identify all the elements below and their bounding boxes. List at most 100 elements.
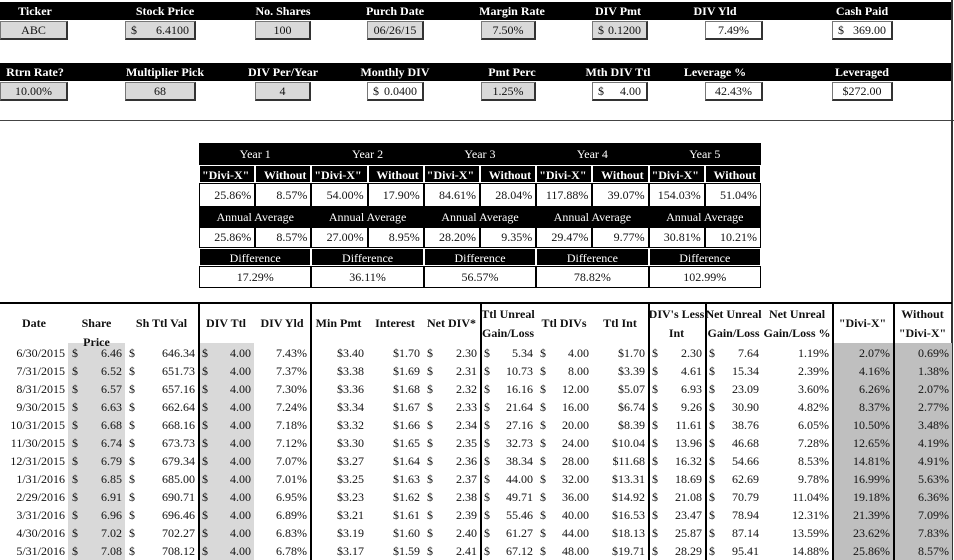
table-cell[interactable]: 21.39% (853, 508, 890, 522)
table-cell[interactable]: 78.94 (732, 508, 759, 522)
table-cell[interactable]: 10.50% (853, 418, 890, 432)
table-cell[interactable]: 23.62% (853, 526, 890, 540)
column-header[interactable]: Min Pmt (310, 314, 367, 333)
table-cell[interactable]: $13.31 (612, 472, 645, 486)
table-cell[interactable]: 23.47 (675, 508, 702, 522)
table-cell[interactable]: $1.66 (393, 418, 420, 432)
table-cell[interactable]: 28.29 (675, 544, 702, 558)
table-cell[interactable]: 651.73 (162, 364, 195, 378)
table-cell[interactable]: 95.41 (732, 544, 759, 558)
table-cell[interactable]: 44.00 (506, 472, 533, 486)
table-cell[interactable]: 40.00 (562, 508, 589, 522)
table-cell[interactable]: 38.34 (506, 454, 533, 468)
date-cell[interactable]: 10/31/2015 (10, 418, 65, 432)
table-cell[interactable]: $1.70 (618, 346, 645, 360)
table-cell[interactable]: 6.78% (276, 544, 307, 558)
table-cell[interactable]: 46.68 (732, 436, 759, 450)
table-cell[interactable]: 67.12 (506, 544, 533, 558)
column-header[interactable]: DIV Yld (254, 314, 310, 333)
table-cell[interactable]: 6.79 (101, 454, 122, 468)
table-cell[interactable]: 25.87 (675, 526, 702, 540)
table-cell[interactable]: 18.69 (675, 472, 702, 486)
date-cell[interactable]: 11/30/2015 (10, 436, 65, 450)
table-cell[interactable]: 55.46 (506, 508, 533, 522)
table-cell[interactable]: 2.32 (456, 382, 477, 396)
column-header[interactable]: Ttl Int (592, 314, 648, 333)
table-cell[interactable]: 6.95% (276, 490, 307, 504)
field-value-cell[interactable]: $369.00 (832, 21, 893, 40)
table-cell[interactable]: $1.68 (393, 382, 420, 396)
table-cell[interactable]: 21.08 (675, 490, 702, 504)
table-cell[interactable]: 2.77% (918, 400, 949, 414)
column-header[interactable]: "Divi-X" (832, 314, 893, 333)
field-value-cell[interactable]: $6.4100 (125, 21, 196, 40)
table-cell[interactable]: 7.37% (276, 364, 307, 378)
table-cell[interactable]: 7.09% (918, 508, 949, 522)
date-cell[interactable]: 8/31/2015 (16, 382, 65, 396)
date-cell[interactable]: 6/30/2015 (16, 346, 65, 360)
table-cell[interactable]: $3.25 (337, 472, 364, 486)
table-cell[interactable]: 2.39 (456, 508, 477, 522)
field-value-cell[interactable]: $0.1200 (592, 21, 648, 40)
table-cell[interactable]: 32.00 (562, 472, 589, 486)
table-cell[interactable]: 6.83% (276, 526, 307, 540)
table-cell[interactable]: 6.26% (859, 382, 890, 396)
table-cell[interactable]: 10.73 (506, 364, 533, 378)
table-cell[interactable]: 4.00 (568, 346, 589, 360)
table-cell[interactable]: 702.27 (162, 526, 195, 540)
table-cell[interactable]: $1.62 (393, 490, 420, 504)
table-cell[interactable]: 61.27 (506, 526, 533, 540)
table-cell[interactable]: 14.88% (792, 544, 829, 558)
field-value-cell[interactable]: $0.0400 (367, 82, 424, 101)
table-cell[interactable]: 21.64 (506, 400, 533, 414)
table-cell[interactable]: 673.73 (162, 436, 195, 450)
table-cell[interactable]: 27.16 (506, 418, 533, 432)
table-cell[interactable]: 7.12% (276, 436, 307, 450)
table-cell[interactable]: 4.00 (230, 472, 251, 486)
field-value-cell[interactable]: ABC (0, 21, 68, 40)
table-cell[interactable]: $1.70 (393, 346, 420, 360)
column-header[interactable]: Net DIV* (423, 314, 480, 333)
field-value-cell[interactable]: 7.49% (705, 21, 763, 40)
table-cell[interactable]: 44.00 (562, 526, 589, 540)
table-cell[interactable]: $8.39 (618, 418, 645, 432)
table-cell[interactable]: 2.35 (456, 436, 477, 450)
table-cell[interactable]: 19.18% (853, 490, 890, 504)
table-cell[interactable]: 25.86% (853, 544, 890, 558)
table-cell[interactable]: 38.76 (732, 418, 759, 432)
table-cell[interactable]: $5.07 (618, 382, 645, 396)
table-cell[interactable]: 4.16% (859, 364, 890, 378)
table-cell[interactable]: 4.00 (230, 526, 251, 540)
table-cell[interactable]: 7.07% (276, 454, 307, 468)
table-cell[interactable]: 8.00 (568, 364, 589, 378)
table-cell[interactable]: 4.91% (918, 454, 949, 468)
table-cell[interactable]: $3.34 (337, 400, 364, 414)
table-cell[interactable]: 4.00 (230, 418, 251, 432)
date-cell[interactable]: 9/30/2015 (16, 400, 65, 414)
table-cell[interactable]: 1.19% (798, 346, 829, 360)
table-cell[interactable]: $14.92 (612, 490, 645, 504)
table-cell[interactable]: 23.09 (732, 382, 759, 396)
table-cell[interactable]: 16.16 (506, 382, 533, 396)
table-cell[interactable]: $1.59 (393, 544, 420, 558)
table-cell[interactable]: 6.85 (101, 472, 122, 486)
table-cell[interactable]: $1.65 (393, 436, 420, 450)
table-cell[interactable]: 2.31 (456, 364, 477, 378)
field-value-cell[interactable]: $272.00 (832, 82, 893, 101)
table-cell[interactable]: 4.00 (230, 508, 251, 522)
date-cell[interactable]: 4/30/2016 (16, 526, 65, 540)
table-cell[interactable]: 7.28% (798, 436, 829, 450)
table-cell[interactable]: $3.40 (337, 346, 364, 360)
table-cell[interactable]: $3.21 (337, 508, 364, 522)
table-cell[interactable]: 708.12 (162, 544, 195, 558)
table-cell[interactable]: $3.17 (337, 544, 364, 558)
table-cell[interactable]: 2.39% (798, 364, 829, 378)
table-cell[interactable]: 4.00 (230, 364, 251, 378)
table-cell[interactable]: 6.57 (101, 382, 122, 396)
table-cell[interactable]: 87.14 (732, 526, 759, 540)
table-cell[interactable]: 11.04% (792, 490, 829, 504)
table-cell[interactable]: 6.91 (101, 490, 122, 504)
table-cell[interactable]: 6.46 (101, 346, 122, 360)
table-cell[interactable]: 9.26 (681, 400, 702, 414)
table-cell[interactable]: 12.65% (853, 436, 890, 450)
